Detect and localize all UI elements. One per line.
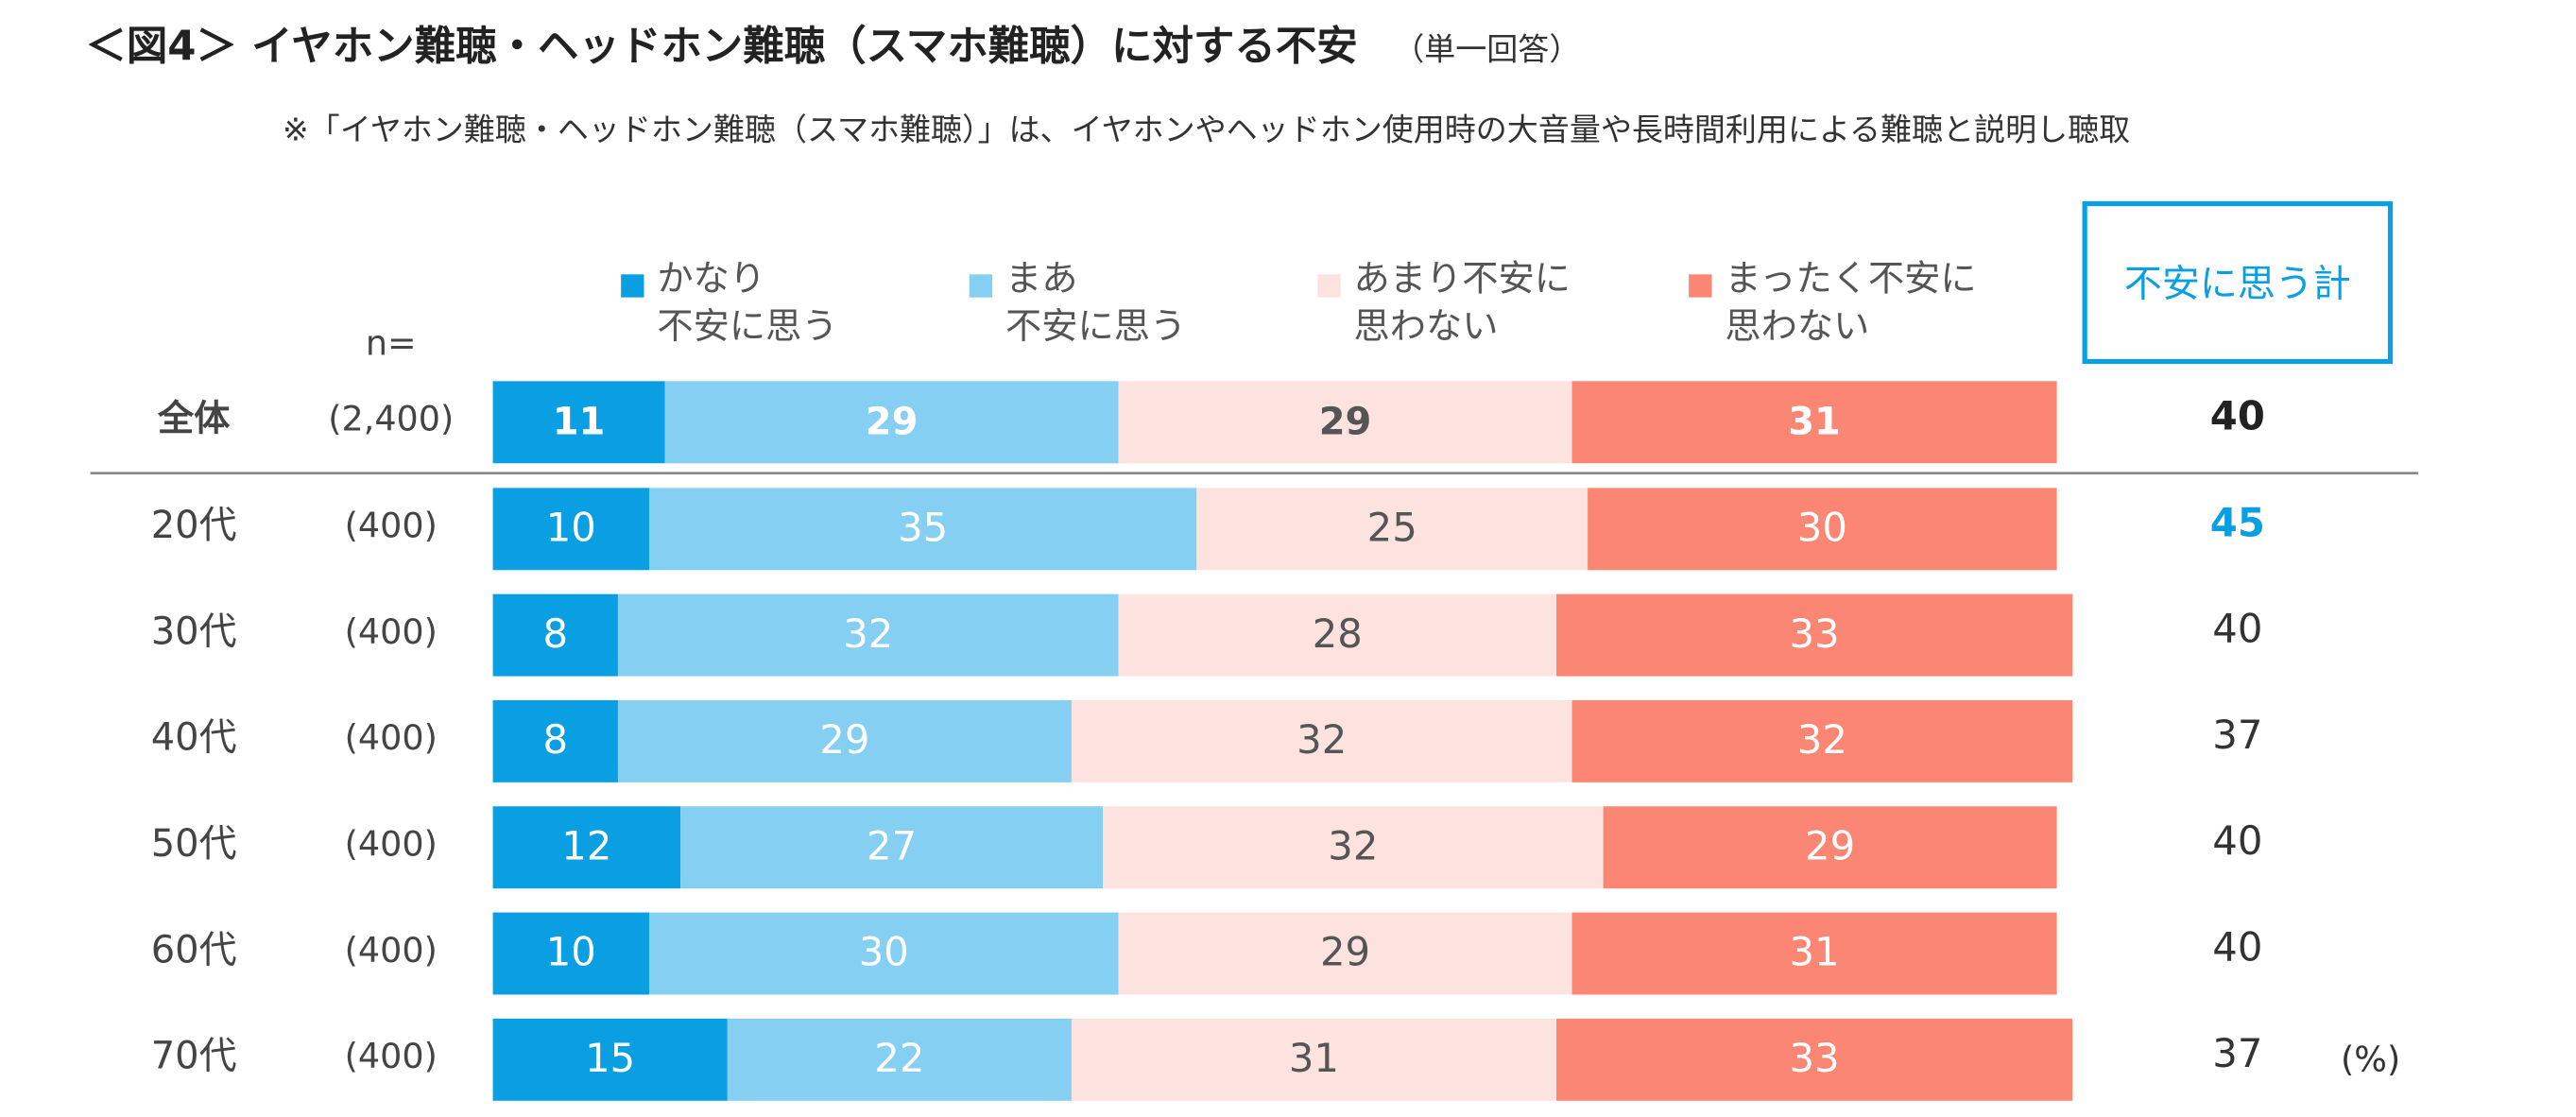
legend-swatch (621, 274, 644, 298)
bar-value-label: 33 (1790, 1035, 1840, 1081)
bar-value-label: 31 (1788, 401, 1841, 444)
bar-segment (492, 488, 650, 571)
bar-value-label: 8 (542, 610, 568, 657)
bar-value-label: 11 (553, 401, 606, 444)
bar-segment (1196, 488, 1589, 571)
bar-value-label: 28 (1313, 610, 1363, 657)
chart-subtitle: （単一回答） (1393, 30, 1580, 67)
bar-segment (1103, 806, 1604, 889)
legend-swatch (1317, 274, 1341, 298)
bar-segment (1571, 912, 2057, 995)
bar-segment (1118, 912, 1572, 995)
bar-segment (492, 806, 681, 889)
total-value: 40 (2212, 924, 2262, 971)
bar-value-label: 32 (1797, 716, 1847, 763)
category-label: 30代 (151, 610, 237, 653)
total-header-box (2082, 200, 2394, 365)
bar-segment (1071, 699, 1572, 782)
bar-value-label: 29 (1805, 822, 1855, 868)
bar-segment (1555, 1018, 2073, 1101)
n-header: n= (366, 323, 417, 364)
legend-swatch (969, 274, 993, 298)
n-label: (400) (345, 930, 438, 971)
bar-value-label: 32 (843, 610, 893, 657)
legend-label: まあ 不安に思う (1005, 259, 1187, 349)
bar-segment (492, 699, 618, 782)
legend-label: あまり不安に 思わない (1353, 259, 1571, 349)
bar-value-label: 32 (1328, 822, 1378, 868)
bar-value-label: 29 (1320, 929, 1370, 975)
bar-segment (1588, 488, 2057, 571)
bar-value-label: 12 (561, 822, 611, 868)
bar-segment (617, 593, 1119, 677)
bar-segment (1571, 381, 2057, 464)
bar-value-label: 29 (1319, 401, 1372, 444)
note: ※「イヤホン難聴・ヘッドホン難聴（スマホ難聴）」は、イヤホンやヘッドホン使用時の… (283, 112, 2130, 148)
bar-value-label: 32 (1297, 716, 1347, 763)
category-label: 70代 (151, 1035, 237, 1078)
bar-segment (1071, 1018, 1556, 1101)
bar-segment (649, 488, 1197, 571)
bar-segment (492, 912, 650, 995)
n-label: (400) (345, 717, 438, 758)
category-label: 50代 (151, 822, 237, 866)
bar-segment (680, 806, 1104, 889)
bar-segment (492, 593, 618, 677)
bar-value-label: 22 (874, 1035, 924, 1081)
bar-segment (492, 381, 665, 464)
bar-value-label: 27 (867, 822, 917, 868)
total-value: 40 (2210, 392, 2265, 438)
n-label: (400) (345, 506, 438, 546)
bar-segment (664, 381, 1119, 464)
chart-title: ＜図4＞ イヤホン難聴・ヘッドホン難聴（スマホ難聴）に対する不安 (85, 24, 1357, 71)
total-header: 不安に思う計 (2124, 262, 2351, 305)
category-label: 全体 (157, 398, 231, 440)
n-label: (2,400) (328, 399, 454, 439)
bar-value-label: 29 (819, 716, 869, 763)
total-value: 37 (2212, 712, 2262, 758)
bar-value-label: 35 (898, 505, 948, 551)
bar-segment (1603, 806, 2057, 889)
total-value: 40 (2212, 606, 2262, 652)
bar-value-label: 33 (1790, 610, 1840, 657)
total-value: 37 (2212, 1030, 2262, 1076)
n-label: (400) (345, 823, 438, 864)
legend-label: まったく不安に 思わない (1725, 259, 1977, 349)
bar-value-label: 30 (859, 929, 909, 975)
n-label: (400) (345, 1036, 438, 1076)
bar-value-label: 10 (546, 505, 596, 551)
bar-value-label: 15 (585, 1035, 635, 1081)
bar-value-label: 31 (1289, 1035, 1339, 1081)
category-label: 20代 (151, 504, 237, 547)
n-label: (400) (345, 611, 438, 652)
legend-swatch (1689, 274, 1712, 298)
bar-value-label: 30 (1797, 505, 1847, 551)
bar-value-label: 8 (542, 716, 568, 763)
total-value: 40 (2212, 817, 2262, 864)
legend-label: かなり 不安に思う (657, 259, 838, 349)
bar-segment (617, 699, 1072, 782)
bar-segment (1555, 593, 2073, 677)
category-label: 40代 (151, 716, 237, 760)
bar-segment (649, 912, 1119, 995)
bar-segment (1571, 699, 2073, 782)
category-label: 60代 (151, 928, 237, 971)
total-value: 45 (2210, 499, 2265, 545)
bar-segment (1118, 381, 1572, 464)
bar-value-label: 10 (546, 929, 596, 975)
bar-value-label: 29 (866, 401, 919, 444)
unit: (%) (2341, 1040, 2400, 1080)
bar-value-label: 25 (1367, 505, 1417, 551)
bar-segment (727, 1018, 1072, 1101)
bar-value-label: 31 (1790, 929, 1840, 975)
bar-segment (492, 1018, 728, 1101)
bar-segment (1118, 593, 1556, 677)
